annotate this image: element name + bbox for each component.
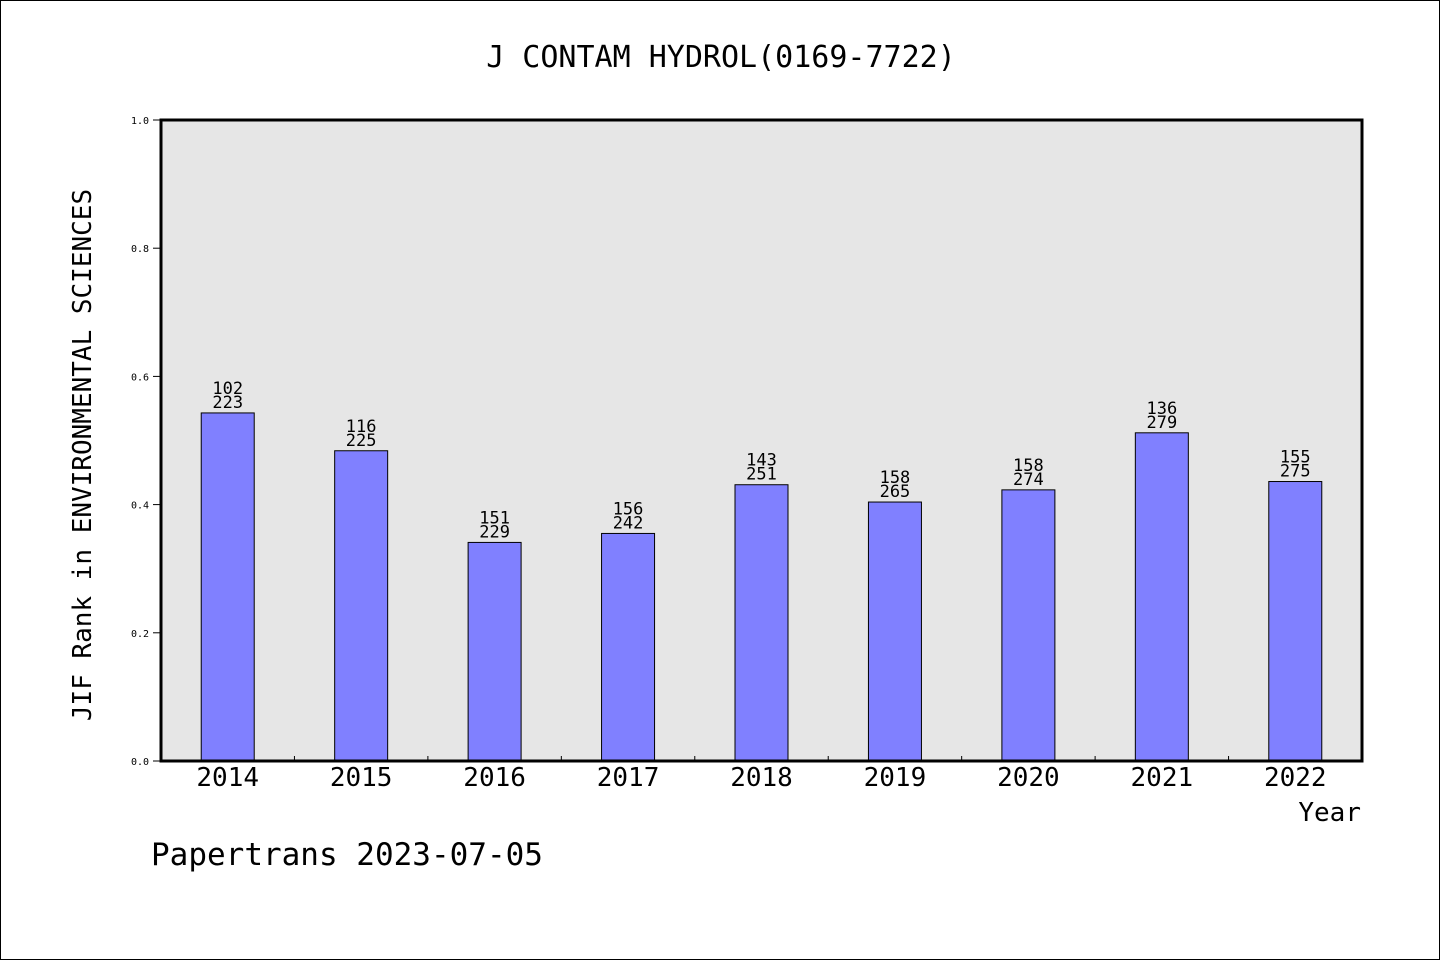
y-tick-label: 0.6 — [131, 372, 149, 383]
bar-2017 — [601, 532, 656, 762]
bar-rank-label: 143 — [746, 451, 777, 471]
x-axis-ticks: 2014 2015 2016 2017 2018 2019 2020 2021 2022 — [196, 756, 1327, 793]
bar-total-label: 223 — [212, 393, 243, 413]
bar-total-label: 274 — [1013, 470, 1044, 490]
bar-total-label: 275 — [1280, 462, 1311, 482]
x-tick-label: 2014 — [196, 763, 259, 793]
bar-2015 — [334, 450, 389, 762]
bar-rank-label: 156 — [613, 499, 644, 519]
bar-total-label: 242 — [613, 513, 644, 533]
x-tick-label: 2019 — [864, 763, 927, 793]
x-tick-label: 2015 — [330, 763, 393, 793]
y-tick-label: 0.8 — [131, 244, 149, 255]
bars-group — [200, 412, 1323, 762]
bar-rank-label: 102 — [212, 379, 243, 399]
bar-rank-label: 151 — [479, 508, 510, 528]
bar-total-label: 265 — [880, 482, 911, 502]
x-tick-label: 2018 — [730, 763, 793, 793]
chart-title: J CONTAM HYDROL(0169-7722) — [486, 40, 956, 75]
bar-total-label: 225 — [346, 431, 377, 451]
bar-2022 — [1268, 481, 1323, 762]
y-axis-label: JIF Rank in ENVIRONMENTAL SCIENCES — [68, 189, 98, 721]
y-tick-label: 1.0 — [131, 116, 149, 127]
bar-rank-label: 116 — [346, 417, 377, 437]
bar-2020 — [1001, 489, 1056, 762]
footer-credit: Papertrans 2023-07-05 — [151, 837, 543, 873]
bar-2018 — [734, 484, 789, 762]
x-tick-label: 2016 — [463, 763, 526, 793]
x-tick-label: 2017 — [597, 763, 660, 793]
y-axis-ticks: 0.0 0.2 0.4 0.6 0.8 1.0 — [131, 116, 161, 768]
bar-rank-label: 158 — [1013, 456, 1044, 476]
x-axis-label: Year — [1298, 798, 1361, 828]
bar-2019 — [867, 501, 922, 762]
bar-total-label: 279 — [1146, 413, 1177, 433]
bar-rank-label: 158 — [880, 468, 911, 488]
bar-rank-label: 155 — [1280, 448, 1311, 468]
y-tick-label: 0.2 — [131, 629, 149, 640]
bar-2014 — [200, 412, 255, 762]
bar-total-label: 229 — [479, 522, 510, 542]
y-tick-label: 0.0 — [131, 757, 149, 768]
plot-border — [159, 118, 1364, 763]
x-tick-label: 2020 — [997, 763, 1060, 793]
bar-2016 — [467, 541, 522, 762]
bar-total-label: 251 — [746, 465, 777, 485]
x-tick-label: 2022 — [1264, 763, 1327, 793]
y-tick-label: 0.4 — [131, 501, 149, 512]
bar-2021 — [1134, 432, 1189, 762]
x-tick-label: 2021 — [1131, 763, 1194, 793]
bar-rank-label: 136 — [1146, 399, 1177, 419]
